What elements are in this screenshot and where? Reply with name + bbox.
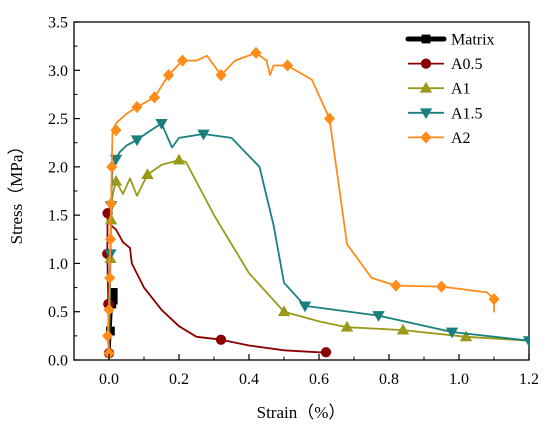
legend-label-a1: A1 xyxy=(451,81,471,98)
legend-marker-a2 xyxy=(420,131,432,144)
data-point-a2 xyxy=(148,91,161,104)
y-tick-label: 1.5 xyxy=(48,208,68,225)
y-tick-label: 3.5 xyxy=(48,15,68,32)
series-line-a1 xyxy=(108,159,529,355)
data-point-a2 xyxy=(104,233,116,246)
legend-item-matrix: Matrix xyxy=(405,32,495,49)
data-point-a2 xyxy=(106,160,118,173)
data-point-a1-5 xyxy=(445,327,459,339)
series-line-a2 xyxy=(106,52,495,355)
series-layer xyxy=(102,46,529,360)
y-tick-label: 2.5 xyxy=(48,111,68,128)
legend-item-a1-5: A1.5 xyxy=(408,105,483,122)
x-axis-title: Strain（%） xyxy=(257,403,346,422)
data-point-a2 xyxy=(105,197,117,210)
data-point-a2 xyxy=(323,112,336,125)
data-point-a2 xyxy=(176,54,189,67)
x-tick-label: 0.2 xyxy=(169,371,189,388)
data-point-a2 xyxy=(488,293,500,306)
data-point-a1-5 xyxy=(298,301,312,313)
y-tick-label: 0.0 xyxy=(48,353,68,370)
data-point-a1 xyxy=(109,175,123,186)
data-point-a2 xyxy=(250,46,262,59)
x-tick-label: 1.2 xyxy=(519,371,539,388)
data-point-a2 xyxy=(104,271,116,285)
data-point-a1 xyxy=(141,168,154,179)
y-tick-label: 2.0 xyxy=(48,159,68,176)
data-point-a2 xyxy=(110,124,122,137)
legend-marker-a1-5 xyxy=(419,108,433,120)
legend-label-a0-5: A0.5 xyxy=(451,56,483,73)
data-point-a0-5 xyxy=(320,347,332,358)
data-point-a2 xyxy=(281,59,294,72)
data-point-a1-5 xyxy=(372,311,385,322)
legend-marker-a0-5 xyxy=(420,58,432,69)
legend: Matrix A0.5 A1 A1.5 A2 xyxy=(405,32,495,147)
data-point-a1-5 xyxy=(109,154,123,166)
x-tick-label: 0.0 xyxy=(99,371,119,388)
legend-marker-matrix xyxy=(421,34,431,44)
data-point-a2 xyxy=(162,69,175,82)
data-point-a1 xyxy=(459,330,473,342)
y-axis-title: Stress（MPa） xyxy=(7,138,26,245)
series-a1 xyxy=(104,153,529,355)
data-point-a1 xyxy=(340,320,354,332)
y-tick-label: 3.0 xyxy=(48,63,68,80)
data-point-a1 xyxy=(172,153,186,165)
data-point-a2 xyxy=(103,303,115,316)
legend-label-matrix: Matrix xyxy=(451,32,495,49)
series-a2 xyxy=(102,46,500,360)
data-point-a1-5 xyxy=(197,129,210,141)
legend-item-a2: A2 xyxy=(408,130,471,147)
series-line-a0-5 xyxy=(106,212,327,355)
data-point-a1-5 xyxy=(130,135,144,147)
data-point-a1-5 xyxy=(522,336,529,347)
legend-marker-a1 xyxy=(419,81,433,93)
legend-label-a1-5: A1.5 xyxy=(451,105,483,122)
legend-item-a0-5: A0.5 xyxy=(408,56,483,73)
x-tick-label: 1.0 xyxy=(449,371,469,388)
legend-label-a2: A2 xyxy=(451,130,471,147)
x-tick-label: 0.8 xyxy=(379,371,399,388)
x-tick-label: 0.4 xyxy=(239,371,259,388)
x-tick-label: 0.6 xyxy=(309,371,329,388)
data-point-a2 xyxy=(131,100,143,114)
legend-item-a1: A1 xyxy=(408,81,471,98)
y-tick-label: 1.0 xyxy=(48,256,68,273)
data-point-a1-5 xyxy=(155,119,168,130)
data-point-a2 xyxy=(390,279,402,292)
data-point-a2 xyxy=(215,69,227,82)
axis-layer: 0.0 0.2 0.4 0.6 0.8 1.0 1.2 0.0 0.5 1.0 1.5 2.0 2.5 3… xyxy=(48,15,539,389)
data-point-a2 xyxy=(435,280,448,293)
data-point-a2 xyxy=(102,329,114,342)
y-tick-label: 0.5 xyxy=(48,304,68,321)
data-point-a0-5 xyxy=(215,334,227,345)
data-point-a1 xyxy=(277,305,291,317)
series-a0-5 xyxy=(102,208,332,359)
data-point-a1 xyxy=(396,323,410,335)
